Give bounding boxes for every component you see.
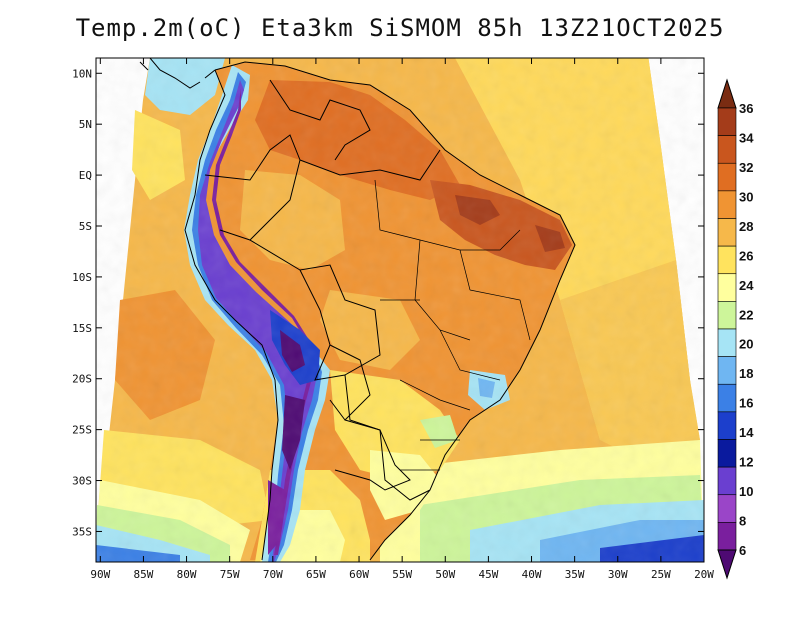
lon-label: 90W: [90, 568, 110, 581]
border-argentina-uruguay: [334, 419, 411, 491]
colorbar-swatch: [717, 494, 737, 523]
colorbar-swatch: [717, 273, 737, 302]
colorbar-swatch: [717, 245, 737, 275]
coastlines-borders: [139, 58, 576, 561]
colorbar-swatch: [717, 383, 737, 413]
colorbar-label: 34: [739, 130, 754, 145]
colorbar-label: 24: [739, 278, 754, 293]
colorbar-swatch: [717, 411, 737, 440]
coastline: [184, 61, 576, 561]
lat-label: 5N: [79, 118, 92, 131]
colorbar-label: 30: [739, 189, 753, 204]
border-peru-colombia: [204, 134, 301, 241]
colorbar-label: 16: [739, 396, 753, 411]
lat-label: 10N: [72, 67, 92, 80]
border-venezuela: [269, 79, 371, 161]
border-states: [374, 179, 531, 471]
lon-label: 55W: [392, 568, 412, 581]
border-brazil: [249, 149, 441, 501]
colorbar-swatch: [717, 328, 737, 357]
lat-label: 30S: [72, 475, 92, 488]
colorbar-label: 26: [739, 248, 753, 263]
lon-label: 65W: [306, 568, 326, 581]
colorbar-swatch: [717, 162, 737, 192]
colorbar-swatch: [717, 107, 737, 136]
lat-label: 10S: [72, 271, 92, 284]
lat-label: 35S: [72, 525, 92, 538]
lon-label: 40W: [522, 568, 542, 581]
colorbar-swatch: [717, 190, 737, 219]
colorbar-label: 6: [739, 543, 746, 558]
colorbar-swatch: [717, 356, 737, 385]
colorbar-label: 10: [739, 484, 753, 499]
colorbar-label: 8: [739, 514, 746, 529]
lon-label: 85W: [133, 568, 153, 581]
lon-label: 20W: [694, 568, 714, 581]
colorbar-label: 28: [739, 219, 753, 234]
lon-label: 35W: [565, 568, 585, 581]
colorbar-swatch: [717, 439, 737, 468]
colorbar-swatch: [717, 301, 737, 330]
colorbar-swatch: [717, 218, 737, 247]
lat-label: 20S: [72, 373, 92, 386]
colorbar-label: 32: [739, 160, 753, 175]
colorbar-label: 18: [739, 366, 753, 381]
lon-label: 30W: [608, 568, 628, 581]
colorbar-swatch: [717, 522, 737, 551]
lat-label: 15S: [72, 322, 92, 335]
plot-title: Temp.2m(oC) Eta3km SiSMOM 85h 13Z21OCT20…: [75, 14, 725, 42]
lon-label: 70W: [263, 568, 283, 581]
lon-label: 80W: [177, 568, 197, 581]
lat-label: 5S: [79, 220, 92, 233]
islands-caribbean: [139, 58, 216, 89]
colorbar-label: 22: [739, 307, 753, 322]
colorbar-top-arrow: [717, 78, 737, 109]
colorbar-bottom-arrow: [717, 549, 737, 580]
colorbar: 36 34 32 30 28 26 24 22 20 18 16 14 12 10 8 6: [717, 78, 754, 580]
lon-label: 45W: [478, 568, 498, 581]
lon-label: 75W: [220, 568, 240, 581]
lon-label: 50W: [435, 568, 455, 581]
lat-label: EQ: [79, 169, 92, 182]
colorbar-label: 36: [739, 101, 753, 116]
colorbar-swatch: [717, 466, 737, 496]
lat-label: 25S: [72, 424, 92, 437]
temperature-field: [96, 58, 704, 562]
map-frame: [95, 57, 705, 563]
lon-label: 25W: [651, 568, 671, 581]
colorbar-swatch: [717, 135, 737, 164]
colorbar-label: 20: [739, 337, 753, 352]
border-paraguay: [329, 344, 371, 421]
axis-ticks: 10N 5N EQ 5S 10S 15S 20S 25S 30S 35S 90W 85W 80W 75W 7…: [72, 58, 714, 581]
colorbar-label: 12: [739, 455, 753, 470]
colorbar-label: 14: [739, 425, 754, 440]
lon-label: 60W: [349, 568, 369, 581]
